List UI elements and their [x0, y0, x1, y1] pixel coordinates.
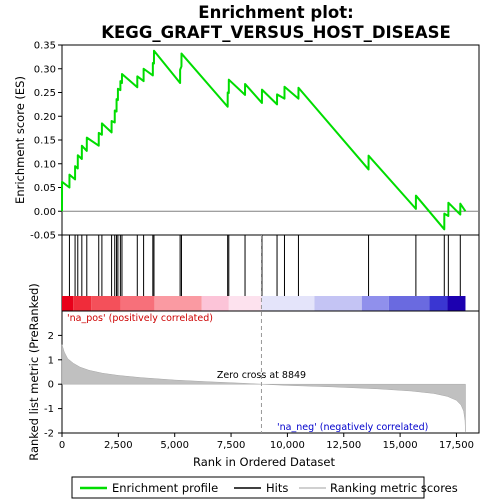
heat-segment — [388, 296, 430, 311]
x-tick-label: 0 — [59, 440, 65, 451]
heat-segment — [447, 296, 466, 311]
es-y-tick-label: 0.35 — [34, 41, 56, 52]
x-tick-label: 10,000 — [270, 440, 305, 451]
negative-correlation-label: 'na_neg' (negatively correlated) — [277, 422, 428, 433]
legend-hits-label: Hits — [266, 481, 288, 495]
x-axis: 0 2,500 5,000 7,500 10,000 12,500 15,000 17,500 — [59, 433, 474, 451]
heat-segment — [62, 296, 74, 311]
legend-metric-label: Ranking metric scores — [330, 481, 458, 495]
hit-marks — [61, 235, 461, 296]
metric-y-tick-label: 1 — [48, 355, 54, 366]
legend-enrichment-label: Enrichment profile — [112, 481, 218, 495]
es-y-tick-label: 0.00 — [34, 207, 56, 218]
ranking-metric-area — [61, 344, 466, 432]
zero-cross-label: Zero cross at 8849 — [217, 370, 306, 381]
es-y-tick-label: 0.20 — [34, 112, 56, 123]
x-tick-label: 7,500 — [217, 440, 246, 451]
es-panel: -0.05 0.00 0.05 0.10 0.15 0.20 0.25 0.30 0.35 En… — [13, 41, 480, 242]
es-y-axis-label: Enrichment score (ES) — [13, 76, 27, 204]
ranking-color-bar — [62, 296, 466, 311]
metric-panel-frame — [61, 310, 480, 434]
x-axis-label: Rank in Ordered Dataset — [193, 455, 336, 469]
heat-segment — [154, 296, 202, 311]
es-panel-frame — [61, 44, 480, 236]
heat-segment — [228, 296, 262, 311]
es-y-tick-label: -0.05 — [30, 231, 56, 242]
x-tick-label: 15,000 — [383, 440, 418, 451]
es-y-tick-label: 0.05 — [34, 183, 56, 194]
metric-y-tick-label: -2 — [44, 429, 54, 440]
hits-panel — [61, 234, 480, 312]
es-y-tick-label: 0.15 — [34, 136, 56, 147]
positive-correlation-label: 'na_pos' (positively correlated) — [67, 313, 213, 324]
metric-y-tick-label: -1 — [44, 404, 54, 415]
enrichment-profile-line — [61, 49, 467, 231]
metric-panel: -2 -1 0 1 2 0 2,500 5,000 7,500 10,000 12,500 15,0… — [27, 235, 480, 469]
heat-segment — [261, 296, 315, 311]
es-y-tick-label: 0.30 — [34, 64, 56, 75]
heat-segment — [73, 296, 92, 311]
heat-segment — [120, 296, 155, 311]
chart-title-line2: KEGG_GRAFT_VERSUS_HOST_DISEASE — [101, 23, 451, 42]
metric-y-axis: -2 -1 0 1 2 — [44, 331, 62, 440]
heat-segment — [314, 296, 362, 311]
heat-segment — [201, 296, 229, 311]
heat-segment — [429, 296, 448, 311]
heat-segment — [91, 296, 121, 311]
x-tick-label: 17,500 — [439, 440, 474, 451]
x-tick-label: 5,000 — [160, 440, 189, 451]
x-tick-label: 2,500 — [104, 440, 133, 451]
es-y-axis: -0.05 0.00 0.05 0.10 0.15 0.20 0.25 0.30 0.35 — [30, 41, 62, 242]
legend: Enrichment profile Hits Ranking metric s… — [71, 476, 458, 499]
es-y-tick-label: 0.25 — [34, 88, 56, 99]
metric-y-tick-label: 2 — [48, 331, 54, 342]
es-y-tick-label: 0.10 — [34, 159, 56, 170]
metric-y-axis-label: Ranked list metric (PreRanked) — [27, 283, 41, 461]
heat-segment — [361, 296, 389, 311]
x-tick-label: 12,500 — [326, 440, 361, 451]
metric-y-tick-label: 0 — [48, 380, 54, 391]
chart-title-line1: Enrichment plot: — [198, 3, 353, 22]
